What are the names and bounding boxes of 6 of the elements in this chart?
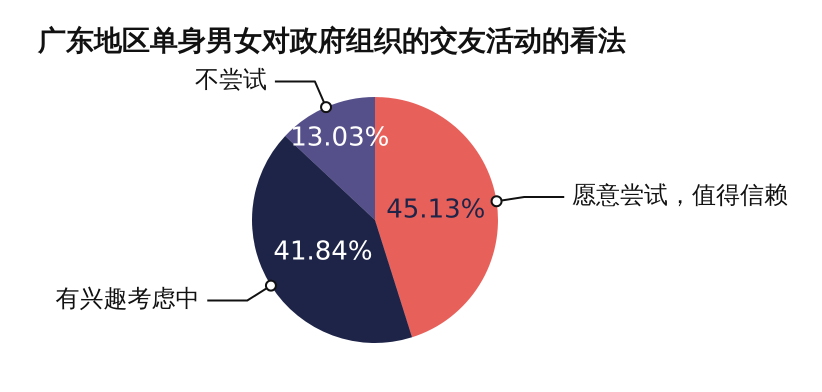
- slice-label: 有兴趣考虑中: [55, 284, 200, 313]
- slice-label: 愿意尝试，值得信赖: [572, 181, 788, 210]
- chart-title: 广东地区单身男女对政府组织的交友活动的看法: [38, 23, 626, 59]
- slice-label: 不尝试: [194, 66, 267, 94]
- data-label: 45.13%: [386, 194, 486, 224]
- data-label: 41.84%: [273, 236, 373, 267]
